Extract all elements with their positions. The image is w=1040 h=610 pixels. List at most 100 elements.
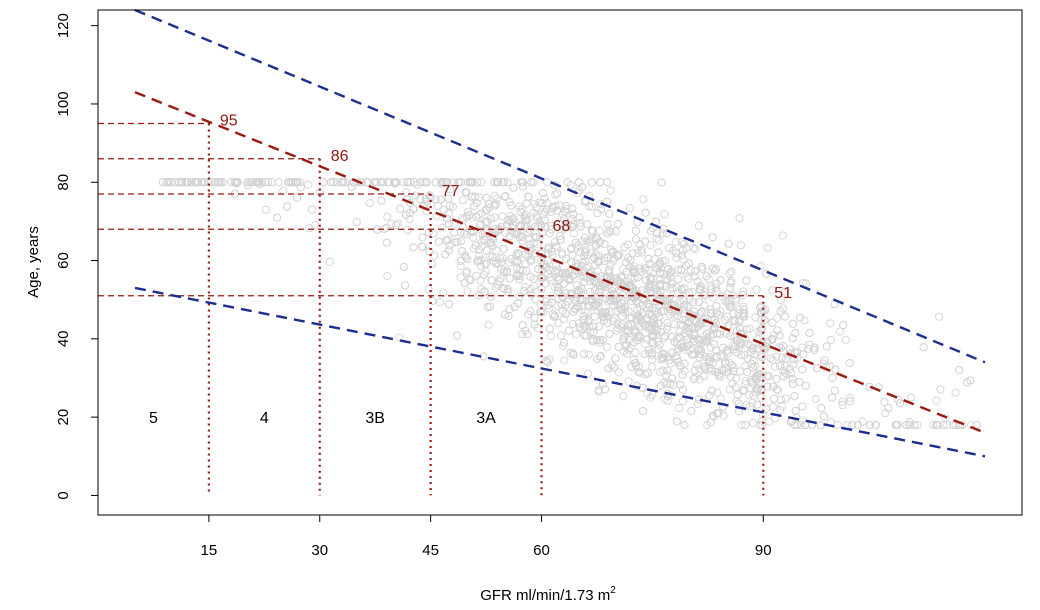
scatter-point — [595, 322, 604, 331]
scatter-point — [532, 233, 541, 242]
scatter-point — [788, 374, 797, 384]
scatter-point — [740, 385, 749, 395]
scatter-point — [463, 287, 472, 296]
scatter-point — [667, 267, 676, 276]
scatter-point — [471, 241, 480, 250]
scatter-point — [611, 227, 620, 236]
scatter-point — [307, 205, 317, 214]
scatter-point — [678, 397, 687, 406]
scatter-point — [559, 338, 568, 347]
scatter-point — [691, 324, 700, 333]
scatter-point — [681, 316, 690, 325]
scatter-point — [694, 297, 703, 307]
scatter-point — [549, 312, 558, 321]
scatter-point — [787, 369, 796, 378]
scatter-point — [566, 257, 576, 267]
scatter-point — [543, 199, 552, 208]
scatter-point — [544, 243, 553, 252]
scatter-point — [763, 243, 772, 252]
scatter-point — [473, 257, 482, 266]
scatter-point — [581, 197, 590, 206]
scatter-point — [454, 178, 463, 187]
scatter-point — [645, 302, 654, 312]
scatter-point — [551, 190, 560, 199]
scatter-point — [799, 350, 808, 359]
scatter-point — [568, 349, 577, 358]
scatter-point — [482, 259, 491, 268]
x-axis: 15 30 45 60 90 — [201, 515, 772, 559]
scatter-point — [694, 336, 704, 345]
scatter-point — [813, 364, 822, 373]
scatter-point — [539, 210, 548, 219]
scatter-point — [772, 374, 781, 384]
scatter-point — [261, 205, 270, 214]
scatter-point — [801, 420, 810, 430]
scatter-point — [384, 178, 393, 187]
scatter-point — [505, 217, 514, 226]
scatter-point — [558, 269, 567, 278]
scatter-point — [708, 330, 718, 339]
scatter-point — [600, 316, 609, 325]
scatter-point — [547, 298, 556, 307]
scatter-point — [726, 278, 735, 288]
scatter-point — [647, 331, 656, 341]
scatter-point — [549, 204, 558, 213]
scatter-point — [753, 384, 762, 393]
scatter-point — [792, 420, 801, 430]
scatter-point — [305, 224, 314, 233]
scatter-point — [461, 253, 471, 262]
scatter-point — [561, 309, 570, 318]
scatter-point — [678, 370, 687, 379]
scatter-point — [460, 229, 469, 238]
scatter-point — [564, 326, 573, 335]
scatter-point — [754, 370, 763, 379]
scatter-point — [663, 295, 672, 304]
scatter-point — [554, 319, 563, 328]
scatter-point — [627, 362, 636, 371]
scatter-point — [715, 310, 724, 319]
scatter-point — [535, 218, 544, 227]
scatter-point — [418, 233, 427, 242]
scatter-point — [538, 261, 547, 270]
stage-label: 3A — [476, 410, 496, 427]
stage-label: 5 — [149, 410, 158, 427]
scatter-point — [881, 409, 890, 418]
scatter-point — [663, 276, 672, 285]
scatter-point — [822, 342, 831, 351]
scatter-point — [538, 308, 548, 317]
scatter-point — [648, 337, 657, 346]
scatter-point — [635, 363, 644, 372]
scatter-point — [778, 231, 787, 240]
scatter-point — [571, 238, 580, 247]
scatter-point — [538, 189, 547, 198]
scatter-point — [672, 248, 681, 258]
scatter-point — [463, 267, 472, 276]
scatter-point — [572, 296, 581, 305]
scatter-point — [497, 258, 506, 267]
scatter-point — [502, 221, 512, 230]
scatter-point — [391, 178, 400, 187]
scatter-point — [569, 219, 578, 228]
scatter-point — [702, 337, 711, 346]
scatter-point — [607, 297, 616, 306]
scatter-point — [605, 209, 614, 218]
scatter-point — [287, 178, 296, 187]
scatter-point — [574, 240, 583, 249]
scatter-point — [651, 281, 660, 290]
scatter-point — [596, 178, 605, 187]
scatter-point — [662, 371, 671, 380]
scatter-point — [756, 351, 765, 360]
scatter-point — [742, 325, 751, 334]
scatter-point — [955, 365, 964, 375]
scatter-point — [716, 351, 725, 360]
scatter-point — [746, 348, 755, 357]
scatter-point — [210, 178, 219, 187]
scatter-point — [461, 188, 470, 197]
scatter-point — [724, 239, 733, 248]
scatter-point — [741, 420, 750, 430]
scatter-point — [543, 358, 552, 367]
scatter-point — [665, 243, 674, 253]
scatter-point — [600, 385, 610, 394]
scatter-point — [399, 262, 408, 271]
cutoff-value-label: 51 — [774, 285, 792, 302]
